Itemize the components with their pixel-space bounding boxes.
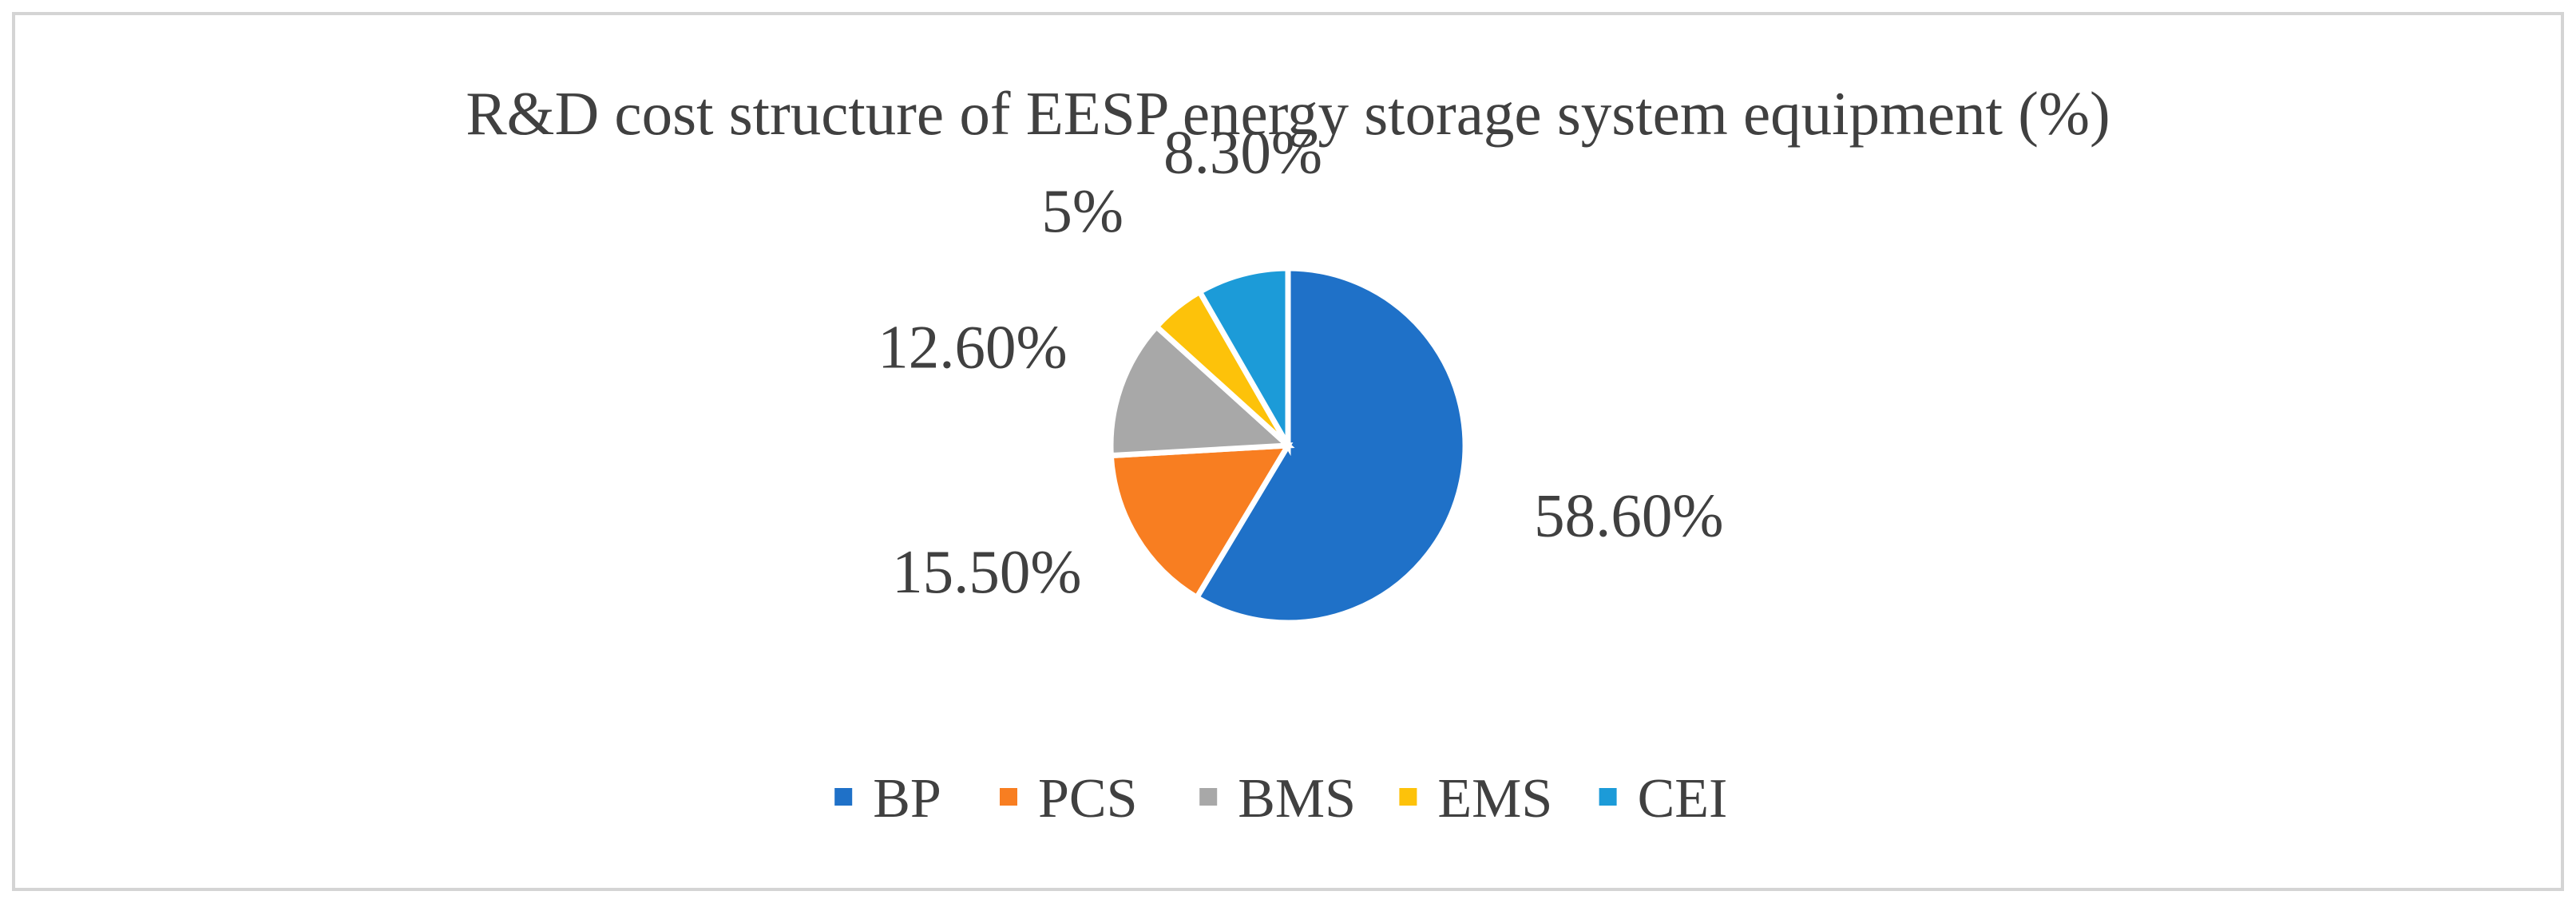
data-label-pcs: 15.50% [892,537,1081,606]
legend-item-cei: CEI [1599,768,1728,830]
legend-label-ems: EMS [1437,768,1552,830]
pie-slices [1108,265,1468,626]
legend-label-cei: CEI [1638,768,1728,830]
legend-marker-cei [1599,788,1617,806]
pie-slice-pcs [1108,442,1294,602]
legend: BP PCS BMS EMS CEI [834,768,1727,830]
legend-marker-bms [1199,788,1218,806]
pie-slice-bp [1192,265,1468,626]
data-label-ems: 5% [1041,176,1124,245]
legend-item-bp: BP [834,768,941,830]
data-label-bms: 12.60% [878,312,1067,381]
legend-label-pcs: PCS [1038,768,1138,830]
legend-item-pcs: PCS [1000,768,1138,830]
legend-marker-ems [1399,788,1417,806]
data-labels: 58.60% 15.50% 12.60% 5% 8.30% [878,117,1723,606]
legend-label-bp: BP [873,768,941,830]
legend-label-bms: BMS [1238,768,1356,830]
data-label-cei: 8.30% [1163,117,1322,186]
chart-title: R&D cost structure of EESP energy storag… [466,79,2110,148]
data-label-bp: 58.60% [1534,481,1723,549]
legend-marker-pcs [1000,788,1017,806]
legend-item-bms: BMS [1199,768,1356,830]
legend-item-ems: EMS [1399,768,1552,830]
pie-slice-bms [1108,323,1295,459]
pie-slice-cei [1195,265,1291,457]
legend-marker-bp [834,788,853,806]
